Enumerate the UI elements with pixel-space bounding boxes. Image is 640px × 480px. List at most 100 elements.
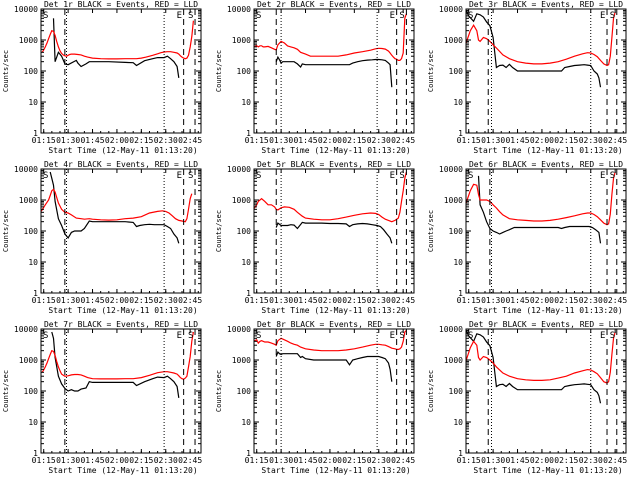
series-lld <box>254 171 407 223</box>
x-tick-label: 01:30 <box>56 136 80 145</box>
x-tick-label: 01:45 <box>293 136 317 145</box>
x-tick-label: 02:30 <box>154 456 178 465</box>
x-tick-label: 02:15 <box>554 136 578 145</box>
y-tick-label: 10000 <box>227 325 251 334</box>
series-lld <box>41 20 194 60</box>
x-tick-label: 02:30 <box>367 136 391 145</box>
marker-label: S <box>256 331 261 341</box>
y-tick-label: 10000 <box>14 165 38 174</box>
y-tick-label: 100 <box>237 227 252 236</box>
x-tick-label: 01:15 <box>245 296 269 305</box>
y-tick-label: 10000 <box>227 165 251 174</box>
x-tick-label: 01:30 <box>269 456 293 465</box>
x-tick-label: 01:45 <box>505 456 529 465</box>
x-axis-label: Start Time (12-May-11 01:13:20) <box>261 466 410 475</box>
x-tick-label: 01:45 <box>293 296 317 305</box>
x-tick-label: 02:00 <box>530 136 554 145</box>
x-axis-label: Start Time (12-May-11 01:13:20) <box>473 306 622 315</box>
panel-title: Det 3r BLACK = Events, RED = LLD <box>469 0 623 9</box>
y-tick-label: 1000 <box>19 196 38 205</box>
marker-label: S <box>399 171 404 181</box>
marker-label: S <box>468 171 473 181</box>
x-tick-label: 01:30 <box>269 296 293 305</box>
series-events <box>275 351 393 382</box>
y-tick-label: 1000 <box>19 36 38 45</box>
series-lld <box>41 188 193 223</box>
x-tick-label: 01:45 <box>505 296 529 305</box>
x-tick-label: 02:45 <box>603 136 627 145</box>
x-tick-label: 02:30 <box>579 456 603 465</box>
series-events <box>275 55 393 88</box>
x-tick-label: 02:45 <box>603 456 627 465</box>
x-tick-label: 02:15 <box>554 296 578 305</box>
x-tick-label: 02:15 <box>129 296 153 305</box>
series-events <box>275 221 393 244</box>
x-tick-label: 01:15 <box>457 296 481 305</box>
x-tick-label: 02:00 <box>318 456 342 465</box>
marker-label: S <box>256 11 261 21</box>
x-tick-label: 02:15 <box>342 136 366 145</box>
x-tick-label: 02:00 <box>318 136 342 145</box>
x-tick-label: 01:15 <box>457 456 481 465</box>
x-tick-label: 02:45 <box>603 296 627 305</box>
y-tick-label: 1 <box>458 449 463 458</box>
x-tick-label: 02:30 <box>367 296 391 305</box>
y-tick-label: 1 <box>458 289 463 298</box>
x-axis-label: Start Time (12-May-11 01:13:20) <box>261 146 410 155</box>
panel-title: Det 2r BLACK = Events, RED = LLD <box>257 0 411 9</box>
marker-label: S <box>468 331 473 341</box>
y-axis-label: Counts/sec <box>215 210 223 252</box>
x-tick-label: 02:45 <box>178 456 202 465</box>
x-tick-label: 02:15 <box>129 136 153 145</box>
y-tick-label: 1 <box>33 449 38 458</box>
series-events <box>477 175 602 244</box>
x-tick-label: 02:45 <box>391 456 415 465</box>
x-tick-label: 01:15 <box>32 136 56 145</box>
x-tick-label: 01:15 <box>245 456 269 465</box>
y-tick-label: 1 <box>458 129 463 138</box>
marker-label: S <box>256 171 261 181</box>
y-tick-label: 10 <box>453 258 463 267</box>
marker-label: S <box>610 171 615 181</box>
series-lld <box>466 331 616 384</box>
y-axis-label: Counts/sec <box>427 50 435 92</box>
x-tick-label: 01:45 <box>80 296 104 305</box>
series-lld <box>41 331 194 380</box>
y-tick-label: 10 <box>28 418 38 427</box>
x-axis-label: Start Time (12-May-11 01:13:20) <box>48 146 197 155</box>
y-axis-label: Counts/sec <box>2 50 10 92</box>
x-tick-label: 02:00 <box>105 136 129 145</box>
series-events <box>49 171 180 244</box>
x-tick-label: 01:30 <box>269 136 293 145</box>
y-axis-label: Counts/sec <box>215 50 223 92</box>
y-tick-label: 10 <box>241 98 251 107</box>
y-axis-label: Counts/sec <box>427 370 435 412</box>
y-tick-label: 1000 <box>19 356 38 365</box>
marker-label: S <box>399 11 404 21</box>
marker-label: E <box>600 331 605 341</box>
marker-label: E <box>177 171 182 181</box>
x-tick-label: 01:45 <box>505 136 529 145</box>
y-tick-label: 1 <box>33 289 38 298</box>
marker-label: S <box>610 331 615 341</box>
y-axis-label: Counts/sec <box>427 210 435 252</box>
plot-frame <box>253 168 415 294</box>
marker-label: S <box>399 331 404 341</box>
x-tick-label: 02:00 <box>105 456 129 465</box>
y-tick-label: 100 <box>449 227 464 236</box>
x-tick-label: 01:30 <box>56 456 80 465</box>
x-tick-label: 01:30 <box>481 456 505 465</box>
series-events <box>466 329 602 404</box>
y-tick-label: 10 <box>28 98 38 107</box>
marker-label: E <box>177 331 182 341</box>
y-tick-label: 10000 <box>14 325 38 334</box>
y-axis-label: Counts/sec <box>2 370 10 412</box>
